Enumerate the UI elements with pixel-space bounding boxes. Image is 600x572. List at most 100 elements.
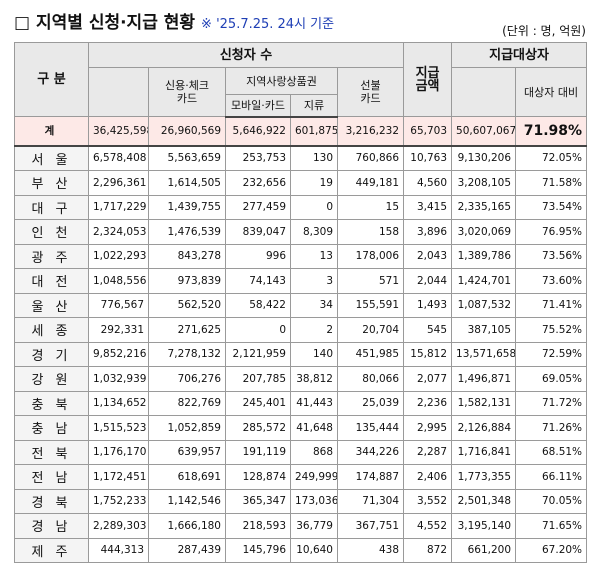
value-cell: 72.59% [515,341,588,367]
value-cell: 41,443 [290,390,338,416]
header-cell [451,67,517,117]
value-cell: 1,515,523 [88,415,149,441]
region-cell: 부 산 [14,170,89,196]
value-cell: 2,043 [403,243,453,269]
header-cell: 지급대상자 [451,42,588,68]
value-cell: 73.56% [515,243,588,269]
value-cell: 36,425,598 [88,116,149,147]
value-cell: 4,552 [403,513,453,539]
value-cell: 26,960,569 [148,116,226,147]
value-cell: 1,389,786 [451,243,517,269]
value-cell: 74,143 [225,268,291,294]
value-cell: 996 [225,243,291,269]
value-cell: 3,896 [403,219,453,245]
value-cell: 618,691 [148,464,226,490]
value-cell: 2,995 [403,415,453,441]
region-cell: 경 북 [14,488,89,514]
value-cell: 71.26% [515,415,588,441]
value-cell: 191,119 [225,439,291,465]
value-cell: 71.72% [515,390,588,416]
header-cell [88,67,149,117]
value-cell: 365,347 [225,488,291,514]
value-cell: 287,439 [148,537,226,563]
value-cell: 71.41% [515,292,588,318]
value-cell: 140 [290,341,338,367]
value-cell: 3 [290,268,338,294]
value-cell: 38,812 [290,366,338,392]
header-cell: 대상자 대비 [515,67,588,117]
value-cell: 80,066 [336,366,405,392]
region-row: 인 천 2,324,053 1,476,539 839,047 8,309 158 3,89… [14,219,588,245]
header-cell: 지류 [290,94,338,118]
value-cell: 5,563,659 [148,145,226,171]
value-cell: 2,126,884 [451,415,517,441]
value-cell: 7,278,132 [148,341,226,367]
value-cell: 1,048,556 [88,268,149,294]
value-cell: 218,593 [225,513,291,539]
value-cell: 71,304 [336,488,405,514]
value-cell: 1,582,131 [451,390,517,416]
region-cell: 전 남 [14,464,89,490]
value-cell: 75.52% [515,317,588,343]
value-cell: 1,022,293 [88,243,149,269]
value-cell: 13 [290,243,338,269]
value-cell: 277,459 [225,194,291,220]
value-cell: 3,020,069 [451,219,517,245]
value-cell: 444,313 [88,537,149,563]
region-row: 대 전 1,048,556 973,839 74,143 3 571 2,044 1,424,… [14,268,588,294]
value-cell: 178,006 [336,243,405,269]
value-cell: 3,415 [403,194,453,220]
value-cell: 68.51% [515,439,588,465]
region-cell: 계 [14,116,89,147]
value-cell: 822,769 [148,390,226,416]
region-cell: 광 주 [14,243,89,269]
region-cell: 서 울 [14,145,89,171]
region-row: 광 주 1,022,293 843,278 996 13 178,006 2,043 1,38… [14,243,588,269]
note: ※ '25.7.25. 24시 기준 [201,17,335,32]
value-cell: 387,105 [451,317,517,343]
value-cell: 9,852,216 [88,341,149,367]
value-cell: 174,887 [336,464,405,490]
value-cell: 601,875 [290,116,338,147]
value-cell: 8,309 [290,219,338,245]
value-cell: 2 [290,317,338,343]
region-row: 서 울 6,578,408 5,563,659 253,753 130 760,866 10… [14,145,588,171]
region-row: 울 산 776,567 562,520 58,422 34 155,591 1,493 1,0… [14,292,588,318]
value-cell: 1,424,701 [451,268,517,294]
table-body: 계 36,425,598 26,960,569 5,646,922 601,875 3,2… [14,116,588,563]
region-row: 전 북 1,176,170 639,957 191,119 868 344,226 2,28… [14,439,588,465]
value-cell: 1,142,546 [148,488,226,514]
region-row: 강 원 1,032,939 706,276 207,785 38,812 80,066 2,… [14,366,588,392]
value-cell: 71.58% [515,170,588,196]
value-cell: 34 [290,292,338,318]
value-cell: 562,520 [148,292,226,318]
region-cell: 경 남 [14,513,89,539]
value-cell: 344,226 [336,439,405,465]
value-cell: 0 [225,317,291,343]
value-cell: 20,704 [336,317,405,343]
value-cell: 69.05% [515,366,588,392]
value-cell: 545 [403,317,453,343]
value-cell: 1,052,859 [148,415,226,441]
value-cell: 2,501,348 [451,488,517,514]
header-cell: 모바일·카드 [225,94,291,118]
header-cell: 신청자 수 [87,42,405,68]
value-cell: 3,552 [403,488,453,514]
value-cell: 15,812 [403,341,453,367]
value-cell: 1,752,233 [88,488,149,514]
region-row: 경 기 9,852,216 7,278,132 2,121,959 140 451,985… [14,341,588,367]
value-cell: 145,796 [225,537,291,563]
value-cell: 1,476,539 [148,219,226,245]
value-cell: 5,646,922 [225,116,291,147]
value-cell: 285,572 [225,415,291,441]
value-cell: 2,121,959 [225,341,291,367]
value-cell: 50,607,067 [451,116,517,147]
region-cell: 경 기 [14,341,89,367]
value-cell: 706,276 [148,366,226,392]
value-cell: 1,773,355 [451,464,517,490]
value-cell: 1,172,451 [88,464,149,490]
value-cell: 2,044 [403,268,453,294]
value-cell: 73.60% [515,268,588,294]
value-cell: 207,785 [225,366,291,392]
